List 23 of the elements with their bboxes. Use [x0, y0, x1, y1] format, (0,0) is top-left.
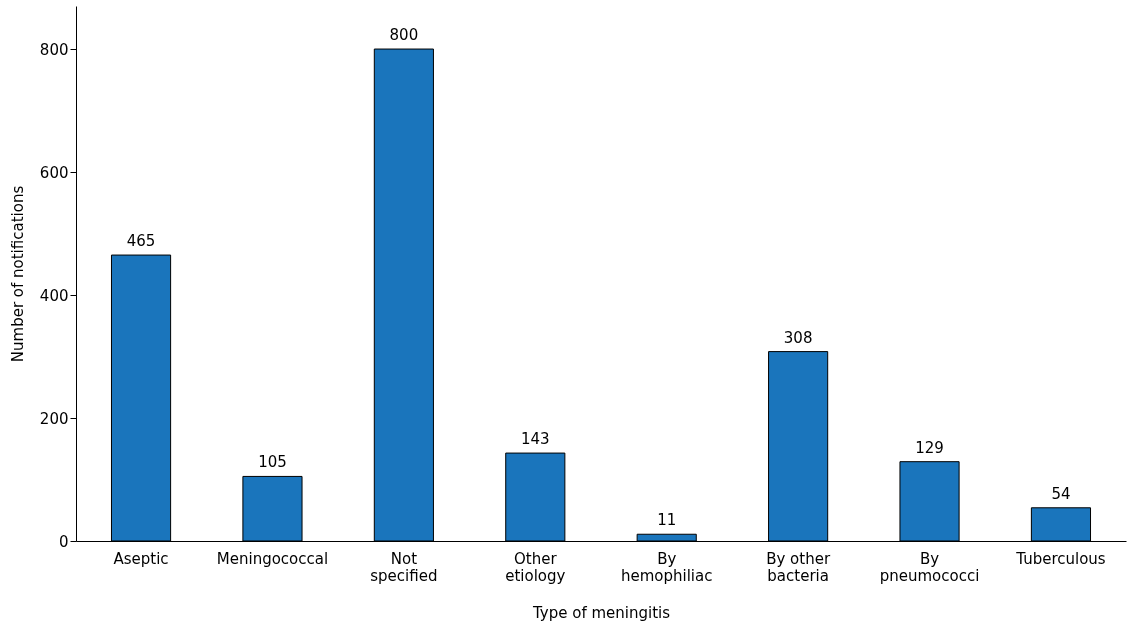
x-tick-label: By pneumococci [879, 549, 980, 585]
y-tick-label: 400 [39, 286, 69, 305]
data-label: 11 [657, 511, 677, 530]
y-tick-label: 800 [39, 40, 69, 59]
x-tick-label: Not specified [370, 549, 438, 585]
data-label: 105 [258, 453, 287, 472]
x-tick-label: Other etiology [505, 549, 566, 585]
x-tick-label: By other bacteria [766, 549, 831, 585]
y-tick-label: 0 [58, 532, 69, 551]
x-axis-title: Type of meningitis [531, 603, 671, 622]
y-tick-label: 600 [39, 163, 69, 182]
x-tick-label: Aseptic [113, 549, 169, 568]
data-label: 465 [126, 232, 156, 251]
data-label: 308 [783, 328, 813, 347]
x-tick-label: Tuberculous [1015, 549, 1106, 568]
x-tick-label: By hemophiliac [620, 549, 713, 585]
data-label: 129 [915, 438, 944, 457]
x-tick-label: Meningococcal [216, 549, 329, 568]
y-axis-title: Number of notifications [8, 185, 27, 363]
data-label: 143 [520, 430, 550, 449]
data-label: 800 [389, 26, 419, 45]
data-label: 54 [1051, 484, 1071, 503]
y-tick-label: 200 [39, 409, 69, 428]
